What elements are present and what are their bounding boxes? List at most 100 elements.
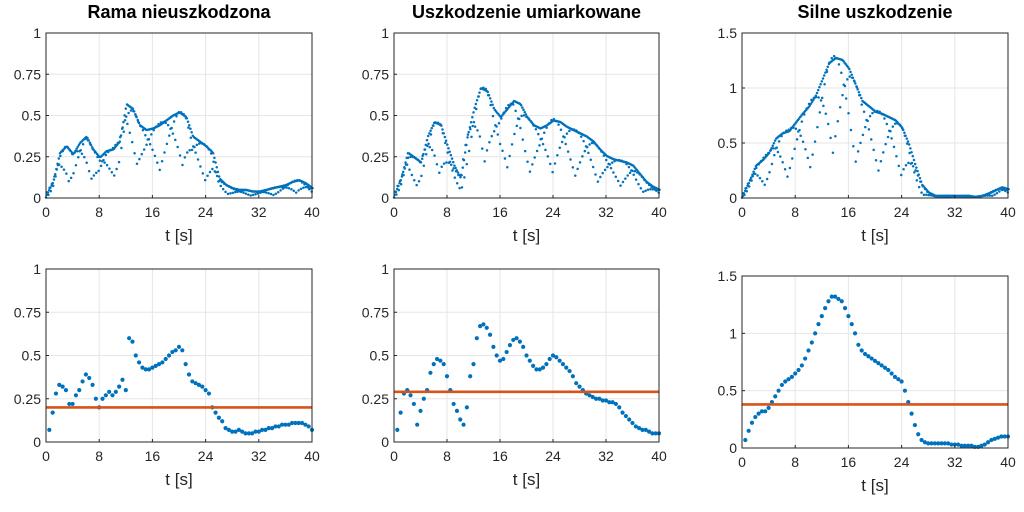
data-point [589,158,593,162]
data-point [186,372,192,377]
data-point [985,440,991,445]
data-point [164,121,167,125]
data-point [55,168,59,171]
data-point [817,96,820,99]
data-point [244,192,248,195]
data-point [285,186,288,189]
data-point [221,187,225,191]
data-point [117,384,122,389]
data-point [750,179,753,182]
data-point [874,158,878,162]
data-point [178,154,182,157]
data-point [54,175,57,178]
data-point [540,365,546,370]
x-tick-label: 0 [42,204,50,220]
data-point [395,193,398,196]
data-point [458,417,463,422]
data-point [478,91,481,94]
data-point [203,178,207,182]
data-point [122,120,125,124]
data-point [270,426,275,431]
data-point [756,411,761,416]
data-point [171,132,175,135]
data-point [176,145,179,149]
data-point [124,107,128,110]
data-point [751,174,755,178]
data-point [197,142,201,145]
data-point [793,371,798,376]
data-point [527,358,532,363]
data-point [438,358,443,363]
data-point [866,119,869,123]
data-point [814,95,818,99]
data-point [899,173,903,177]
data-point [526,160,529,164]
data-point [83,372,88,377]
data-point [646,188,650,192]
data-point [885,122,889,126]
data-point [564,365,569,370]
data-point [441,362,446,367]
data-point [936,441,941,446]
data-point [253,429,258,434]
data-point [74,164,78,167]
data-point [524,113,528,116]
data-point [743,193,746,197]
data-point [849,70,852,74]
data-point [545,126,548,129]
y-tick-label: 0.5 [370,108,390,124]
data-point [434,356,440,362]
data-point [53,173,57,176]
data-point [170,126,173,130]
data-point [969,443,974,448]
data-point [279,189,282,192]
x-tick-label: 32 [598,204,614,220]
data-point [180,348,185,353]
data-point [283,422,288,427]
data-point [906,140,910,143]
data-point [815,91,819,95]
data-point [80,379,85,384]
data-point [211,167,214,171]
data-point [621,180,625,184]
data-point [579,135,583,138]
data-point [474,336,479,341]
data-point [910,151,913,154]
data-point [846,78,849,81]
data-point [920,191,923,194]
data-point [296,420,301,426]
data-point [617,405,622,410]
data-point [461,422,466,427]
y-tick-label: 0.5 [22,108,42,124]
data-point [766,405,771,410]
data-point [988,194,992,197]
data-point [879,159,883,163]
data-point [397,184,400,188]
data-point [195,143,199,147]
y-tick-label: 0.5 [718,383,738,399]
data-point [553,162,557,165]
data-point [859,348,864,353]
data-point [834,135,837,138]
data-point [777,140,781,143]
data-point [135,162,139,165]
data-point [795,138,799,141]
data-point [822,104,825,108]
data-point [206,174,209,178]
data-point [869,356,874,361]
data-point [112,174,116,177]
data-point [554,355,559,360]
data-point [889,371,894,376]
data-point [470,135,473,139]
data-point [837,63,841,66]
data-point [886,367,891,373]
data-point [47,193,50,197]
data-point [451,169,454,172]
data-point [413,179,416,182]
data-point [763,183,766,187]
data-point [150,133,153,136]
data-point [465,143,468,147]
data-point [819,99,823,102]
data-point [816,88,820,92]
data-point [765,177,769,181]
